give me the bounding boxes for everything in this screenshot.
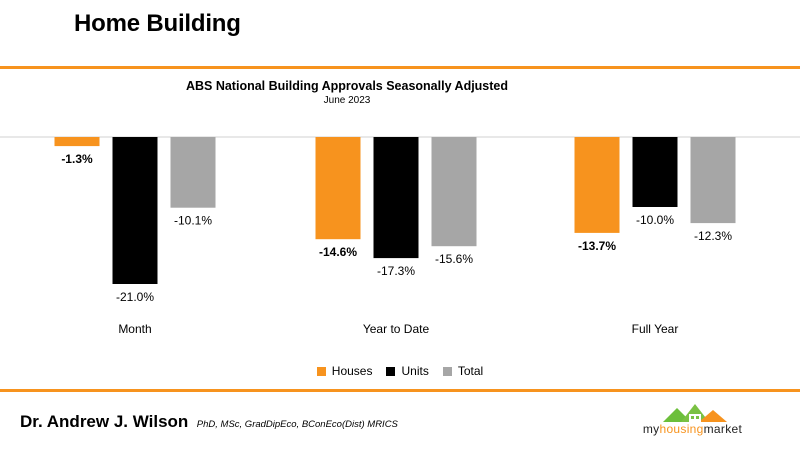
legend-label: Houses bbox=[331, 364, 373, 378]
header-rule bbox=[0, 66, 800, 69]
author-signature: Dr. Andrew J. Wilson PhD, MSc, GradDipEc… bbox=[20, 412, 398, 432]
data-label-houses-0: -1.3% bbox=[61, 152, 93, 166]
bar-units-1 bbox=[373, 137, 419, 259]
legend-swatch bbox=[386, 366, 396, 376]
bar-total-1 bbox=[431, 137, 477, 247]
bar-total-2 bbox=[690, 137, 736, 224]
chart-legend: Houses Units Total bbox=[0, 364, 800, 378]
data-label-units-0: -21.0% bbox=[116, 290, 154, 304]
legend-item-units: Units bbox=[386, 364, 429, 378]
logo-text-my: my bbox=[642, 422, 660, 436]
data-label-total-1: -15.6% bbox=[435, 252, 473, 266]
bar-houses-0 bbox=[54, 137, 100, 147]
data-label-houses-1: -14.6% bbox=[319, 245, 357, 259]
bar-units-2 bbox=[632, 137, 678, 207]
data-label-houses-2: -13.7% bbox=[578, 239, 616, 253]
logo-wordmark: myhousingmarket bbox=[615, 422, 770, 436]
footer-rule bbox=[0, 389, 800, 392]
legend-label: Units bbox=[401, 364, 429, 378]
logo-text-housing: housing bbox=[659, 422, 704, 436]
legend-swatch bbox=[442, 366, 452, 376]
chart-title: ABS National Building Approvals Seasonal… bbox=[185, 79, 509, 93]
author-name: Dr. Andrew J. Wilson bbox=[20, 412, 189, 431]
category-label-2: Full Year bbox=[632, 322, 679, 336]
bar-houses-1 bbox=[315, 137, 361, 240]
page-title: Home Building bbox=[74, 10, 241, 37]
legend-swatch bbox=[316, 366, 326, 376]
author-credentials: PhD, MSc, GradDipEco, BConEco(Dist) MRIC… bbox=[196, 419, 398, 430]
category-label-1: Year to Date bbox=[363, 322, 430, 336]
legend-item-total: Total bbox=[442, 364, 484, 378]
bar-total-0 bbox=[170, 137, 216, 208]
bar-units-0 bbox=[112, 137, 158, 284]
data-label-units-1: -17.3% bbox=[377, 264, 415, 278]
legend-item-houses: Houses bbox=[316, 364, 373, 378]
chart-subtitle: June 2023 bbox=[323, 95, 371, 106]
myhousingmarket-logo: myhousingmarket bbox=[615, 396, 770, 440]
logo-text-market: market bbox=[703, 422, 743, 436]
bar-houses-2 bbox=[574, 137, 620, 233]
legend-label: Total bbox=[457, 364, 484, 378]
data-label-total-0: -10.1% bbox=[174, 214, 212, 228]
house-roofs-icon bbox=[663, 404, 727, 422]
category-label-0: Month bbox=[118, 322, 151, 336]
data-label-total-2: -12.3% bbox=[694, 229, 732, 243]
data-label-units-2: -10.0% bbox=[636, 213, 674, 227]
